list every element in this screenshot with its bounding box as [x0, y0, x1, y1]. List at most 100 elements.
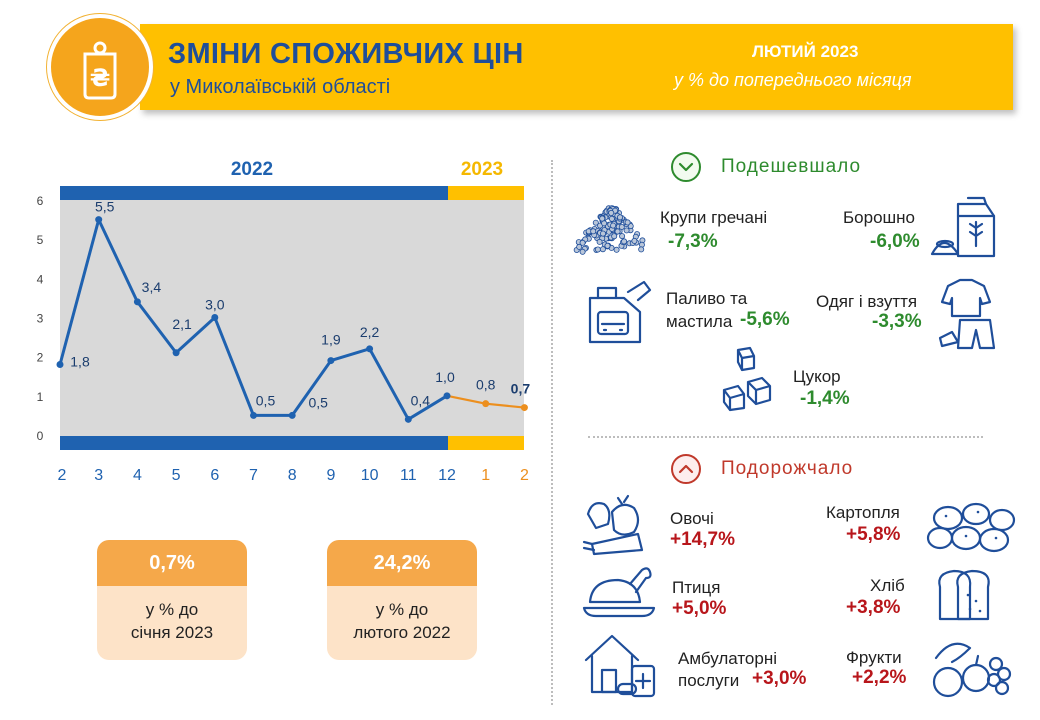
item-name: Фрукти: [846, 648, 902, 667]
x-tick-label: 2: [58, 467, 67, 484]
grain: [611, 233, 618, 240]
data-point: [327, 357, 335, 365]
fruits-icon: [932, 642, 1012, 698]
data-label: 0,8: [476, 377, 496, 393]
data-label: 3,0: [205, 297, 225, 313]
grain: [608, 209, 615, 216]
data-point: [56, 361, 64, 368]
pricier-title: Подорожчало: [721, 458, 854, 479]
sugar-cubes-icon: [722, 346, 772, 412]
grain: [623, 227, 630, 234]
item-name: Птиця: [672, 578, 721, 597]
year-label: 2023: [461, 159, 503, 180]
grain: [590, 228, 597, 235]
data-label: 2,1: [172, 316, 192, 332]
item-value: -6,0%: [870, 231, 920, 252]
data-point: [520, 404, 528, 412]
cheaper-title: Подешевшало: [721, 156, 862, 177]
x-tick-label: 12: [438, 467, 456, 484]
potatoes-icon: [926, 502, 1016, 553]
item-name: Хліб: [870, 576, 905, 595]
plot-area: [60, 186, 524, 450]
data-point: [172, 349, 180, 357]
grain: [599, 246, 606, 253]
item-value: -7,3%: [668, 231, 718, 252]
vegetables-icon: [582, 494, 644, 556]
fuel-canister-icon: [588, 280, 652, 344]
data-point: [133, 298, 141, 306]
y-tick-label: 4: [37, 272, 44, 286]
kpi-caption-line: у % до: [375, 600, 429, 619]
flour-icon: [930, 196, 996, 258]
item-name: Крупи гречані: [660, 208, 768, 227]
item-value: -5,6%: [740, 309, 790, 330]
data-label: 2,2: [360, 324, 380, 340]
data-label: 0,5: [256, 392, 276, 408]
grain: [592, 219, 599, 226]
y-tick-label: 1: [37, 390, 44, 404]
grain: [600, 230, 607, 237]
x-tick-label: 8: [288, 467, 297, 484]
grain: [608, 215, 615, 222]
year-strip-2022: [60, 186, 448, 200]
data-point: [482, 400, 490, 408]
grain: [599, 215, 606, 222]
item-value: +14,7%: [670, 529, 735, 550]
price-tag-hryvnia-icon: ₴: [47, 14, 153, 120]
y-tick-label: 5: [37, 233, 44, 247]
data-point: [404, 415, 412, 423]
year-strip-2023: [448, 186, 524, 200]
data-point: [95, 216, 103, 224]
grain: [610, 222, 617, 229]
svg-text:₴: ₴: [90, 64, 111, 92]
grain: [614, 228, 621, 235]
divider-vertical: [551, 160, 553, 705]
item-name: Борошно: [843, 208, 916, 227]
y-tick-label: 0: [37, 429, 44, 443]
y-tick-label: 6: [37, 194, 44, 208]
chevron-up-icon: [671, 454, 701, 484]
period-note: у % до попереднього місяця: [674, 70, 912, 90]
x-tick-label: 2: [520, 467, 529, 484]
x-tick-label: 11: [400, 467, 417, 484]
data-label: 1,0: [435, 369, 455, 385]
y-tick-label: 2: [37, 351, 44, 365]
kpi-card-jan: 0,7% у % до січня 2023: [97, 540, 247, 660]
data-label: 3,4: [142, 279, 162, 295]
item-name: Овочі: [670, 509, 714, 528]
data-label: 0,4: [411, 392, 431, 408]
period-label: ЛЮТИЙ 2023: [752, 42, 859, 61]
data-point: [250, 411, 257, 419]
item-value: -1,4%: [800, 388, 850, 409]
item-name: мастила: [666, 312, 733, 331]
year-strip-2023: [448, 436, 524, 450]
data-point: [443, 392, 451, 400]
x-tick-label: 6: [210, 467, 219, 484]
grain: [596, 238, 603, 245]
kpi-caption-line: лютого 2022: [353, 623, 451, 642]
grain: [621, 238, 628, 245]
kpi-value: 24,2%: [327, 540, 477, 586]
item-name: Цукор: [793, 367, 841, 386]
kpi-value: 0,7%: [97, 540, 247, 586]
grain: [618, 223, 625, 230]
item-name: Амбулаторні: [678, 649, 777, 668]
item-value: +3,0%: [752, 668, 807, 689]
data-label: 1,8: [70, 354, 90, 370]
kpi-caption-line: у % до: [145, 600, 199, 619]
grain: [604, 242, 611, 249]
grain: [576, 243, 583, 250]
divider-horizontal: [588, 436, 983, 438]
item-value: +5,8%: [846, 524, 901, 545]
year-strip-2022: [60, 436, 448, 450]
data-label: 0,7: [511, 381, 531, 397]
kpi-caption: у % до січня 2023: [97, 586, 247, 660]
grain: [579, 248, 586, 255]
page-subtitle: у Миколаївській області: [170, 76, 391, 98]
kpi-caption: у % до лютого 2022: [327, 586, 477, 660]
item-value: -3,3%: [872, 311, 922, 332]
x-tick-label: 9: [326, 467, 335, 484]
bread-icon: [938, 569, 990, 621]
grain: [579, 239, 586, 246]
